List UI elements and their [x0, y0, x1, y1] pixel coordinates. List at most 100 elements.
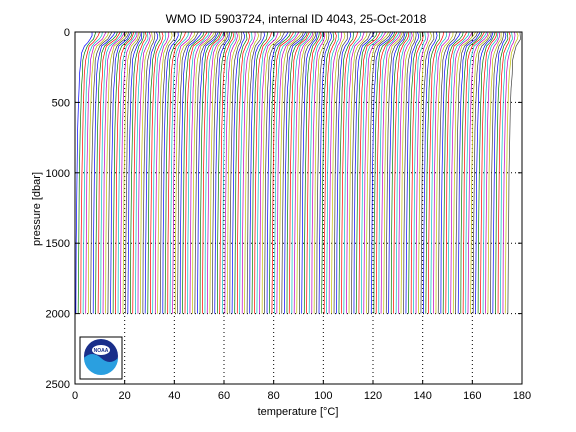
profile-line	[303, 31, 320, 314]
profile-line	[353, 31, 375, 314]
x-tick-label: 60	[218, 390, 230, 402]
profile-line	[279, 31, 303, 314]
profile-line	[336, 31, 352, 314]
profile-line	[373, 31, 396, 314]
profile-line	[77, 31, 97, 314]
profile-line	[142, 31, 156, 314]
profile-line	[217, 31, 232, 314]
profile-line	[507, 31, 521, 314]
profile-line	[492, 31, 507, 314]
profile-line	[132, 31, 147, 314]
profile-line	[403, 31, 417, 314]
profile-line	[323, 31, 337, 314]
profile-line	[482, 31, 499, 314]
profile-line	[321, 31, 335, 314]
profile-line	[239, 31, 253, 314]
profile-line	[259, 31, 279, 314]
profile-line	[366, 31, 390, 314]
profile-line	[470, 31, 491, 314]
profile-line	[363, 31, 387, 314]
y-axis-label: pressure [dbar]	[31, 172, 43, 246]
profile-line	[266, 31, 289, 314]
x-tick-label: 180	[513, 390, 531, 402]
profile-line	[423, 31, 438, 314]
profile-line	[115, 31, 135, 314]
profile-line	[194, 31, 217, 314]
profile-line	[490, 31, 504, 314]
profile-line	[107, 31, 129, 314]
profile-line	[410, 31, 424, 314]
profile-line	[299, 31, 316, 314]
profile-line	[341, 31, 358, 314]
y-tick-label: 2000	[46, 309, 70, 321]
profile-line	[398, 31, 413, 314]
profile-line	[502, 31, 516, 314]
y-tick-label: 2500	[46, 379, 70, 391]
profile-line	[405, 31, 420, 314]
profile-line	[150, 31, 164, 314]
profile-line	[417, 31, 432, 314]
profile-line	[184, 31, 208, 314]
profile-line	[435, 31, 454, 314]
profile-line	[448, 31, 470, 314]
profile-line	[343, 31, 361, 314]
profile-line	[313, 31, 327, 314]
y-tick-label: 1000	[46, 168, 70, 180]
y-tick-label: 0	[64, 27, 70, 39]
profile-line	[147, 31, 161, 314]
chart-title: WMO ID 5903724, internal ID 4043, 25-Oct…	[166, 12, 427, 26]
profile-line	[288, 31, 310, 314]
profile-line	[480, 31, 497, 314]
profile-line	[475, 31, 494, 314]
profile-line	[442, 31, 464, 314]
profile-line	[174, 31, 196, 314]
profile-line	[241, 31, 256, 314]
profile-line	[119, 31, 138, 314]
profile-line	[125, 31, 141, 314]
profile-line	[318, 31, 332, 314]
profile-line	[187, 31, 210, 314]
profile-line	[75, 31, 93, 314]
profile-line	[462, 31, 485, 314]
profile-line	[271, 31, 295, 314]
profile-line	[378, 31, 400, 314]
x-tick-label: 120	[364, 390, 382, 402]
profile-line	[256, 31, 275, 314]
x-tick-label: 100	[314, 390, 332, 402]
profile-line	[499, 31, 513, 314]
profile-line	[201, 31, 223, 314]
profile-line	[134, 31, 149, 314]
profile-line	[368, 31, 391, 314]
profile-line	[157, 31, 173, 314]
profile-line	[383, 31, 403, 314]
profile-line	[495, 31, 509, 314]
profile-line	[112, 31, 133, 314]
profile-line	[100, 31, 123, 314]
profile-line	[179, 31, 203, 314]
profile-line	[110, 31, 132, 314]
y-tick-label: 1500	[46, 238, 70, 250]
profile-line	[375, 31, 398, 314]
profile-line	[167, 31, 186, 314]
profile-line	[164, 31, 183, 314]
profile-line	[428, 31, 444, 314]
profile-line	[497, 31, 511, 314]
profile-line	[445, 31, 468, 314]
profile-line	[197, 31, 219, 314]
profile-line	[308, 31, 323, 314]
profile-line	[385, 31, 404, 314]
profile-line	[87, 31, 109, 314]
profile-line	[331, 31, 346, 314]
profile-line	[130, 31, 145, 314]
profile-line	[291, 31, 312, 314]
profile-line	[355, 31, 378, 314]
profile-line	[234, 31, 248, 314]
noaa-logo: NOAA	[79, 336, 123, 380]
profile-line	[346, 31, 365, 314]
profile-line	[485, 31, 501, 314]
profile-line	[117, 31, 137, 314]
profile-line	[246, 31, 262, 314]
profile-line	[477, 31, 496, 314]
profile-line	[487, 31, 502, 314]
svg-text:NOAA: NOAA	[94, 348, 109, 354]
